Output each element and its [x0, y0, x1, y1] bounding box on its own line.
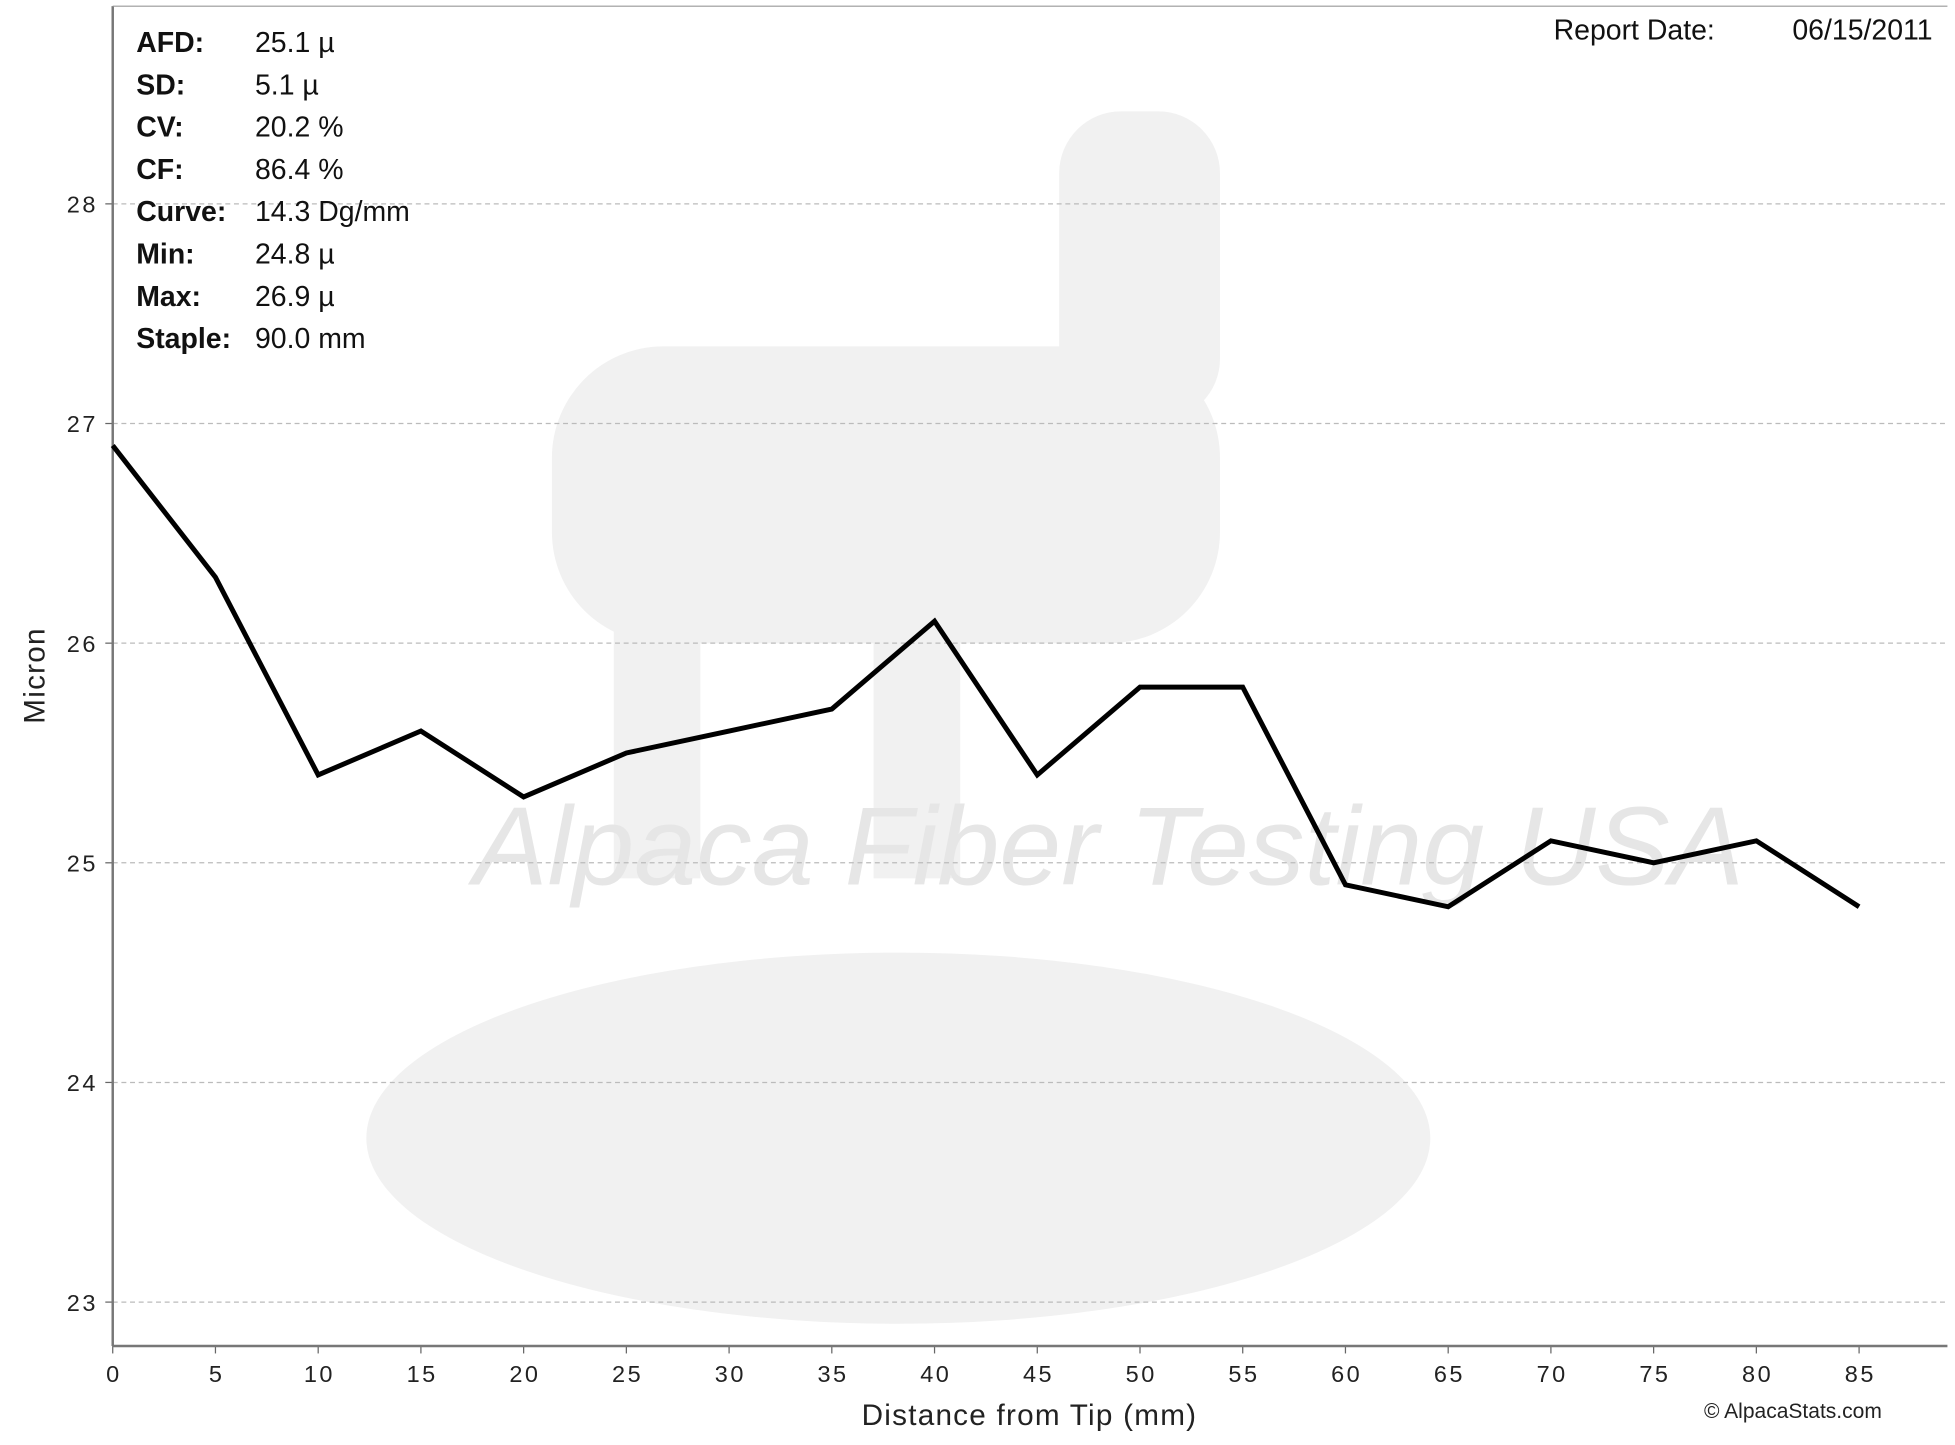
x-tick-label: 5 — [209, 1361, 225, 1387]
stat-value: 14.3 Dg/mm — [255, 196, 410, 228]
stat-value: 26.9 µ — [255, 281, 335, 313]
x-tick-label: 10 — [304, 1361, 335, 1387]
data-line — [110, 443, 1861, 910]
x-tick-label: 25 — [612, 1361, 643, 1387]
x-tick-label: 65 — [1434, 1361, 1465, 1387]
stat-value: 90.0 mm — [255, 323, 366, 355]
x-tick-label: 35 — [818, 1361, 849, 1387]
x-tick-label: 55 — [1228, 1361, 1259, 1387]
stat-label: SD: — [136, 69, 185, 101]
y-tick-label: 28 — [67, 192, 98, 218]
stat-value: 5.1 µ — [255, 69, 319, 101]
watermark-text: Alpaca Fiber Testing USA — [467, 784, 1744, 909]
credit: © AlpacaStats.com — [1704, 1400, 1882, 1423]
report-label: Report Date: — [1554, 15, 1715, 47]
stat-value: 20.2 % — [255, 112, 344, 144]
y-tick-label: 27 — [67, 411, 98, 437]
y-tick-label: 26 — [67, 631, 98, 657]
stat-value: 25.1 µ — [255, 27, 335, 59]
x-tick-label: 75 — [1639, 1361, 1670, 1387]
stat-label: CV: — [136, 112, 183, 144]
stat-label: Min: — [136, 239, 194, 271]
x-tick-label: 70 — [1537, 1361, 1568, 1387]
stat-value: 86.4 % — [255, 154, 344, 186]
stat-value: 24.8 µ — [255, 239, 335, 271]
x-tick-label: 80 — [1742, 1361, 1773, 1387]
x-tick-label: 60 — [1331, 1361, 1362, 1387]
stat-label: Max: — [136, 281, 201, 313]
y-tick-label: 23 — [67, 1290, 98, 1316]
x-axis-label: Distance from Tip (mm) — [862, 1399, 1198, 1432]
stat-label: CF: — [136, 154, 183, 186]
watermark-image — [366, 111, 1431, 1324]
x-tick-label: 20 — [509, 1361, 540, 1387]
stat-label: AFD: — [136, 27, 204, 59]
y-tick-label: 24 — [67, 1070, 98, 1096]
y-axis-label: Micron — [19, 627, 52, 723]
x-tick-label: 50 — [1126, 1361, 1157, 1387]
x-tick-label: 15 — [407, 1361, 438, 1387]
x-tick-label: 0 — [106, 1361, 122, 1387]
x-tick-label: 40 — [920, 1361, 951, 1387]
stat-label: Curve: — [136, 196, 226, 228]
x-tick-label: 45 — [1023, 1361, 1054, 1387]
report-date: 06/15/2011 — [1792, 15, 1932, 47]
stat-label: Staple: — [136, 323, 231, 355]
x-tick-label: 30 — [715, 1361, 746, 1387]
x-tick-label: 85 — [1845, 1361, 1876, 1387]
y-tick-label: 25 — [67, 850, 98, 876]
